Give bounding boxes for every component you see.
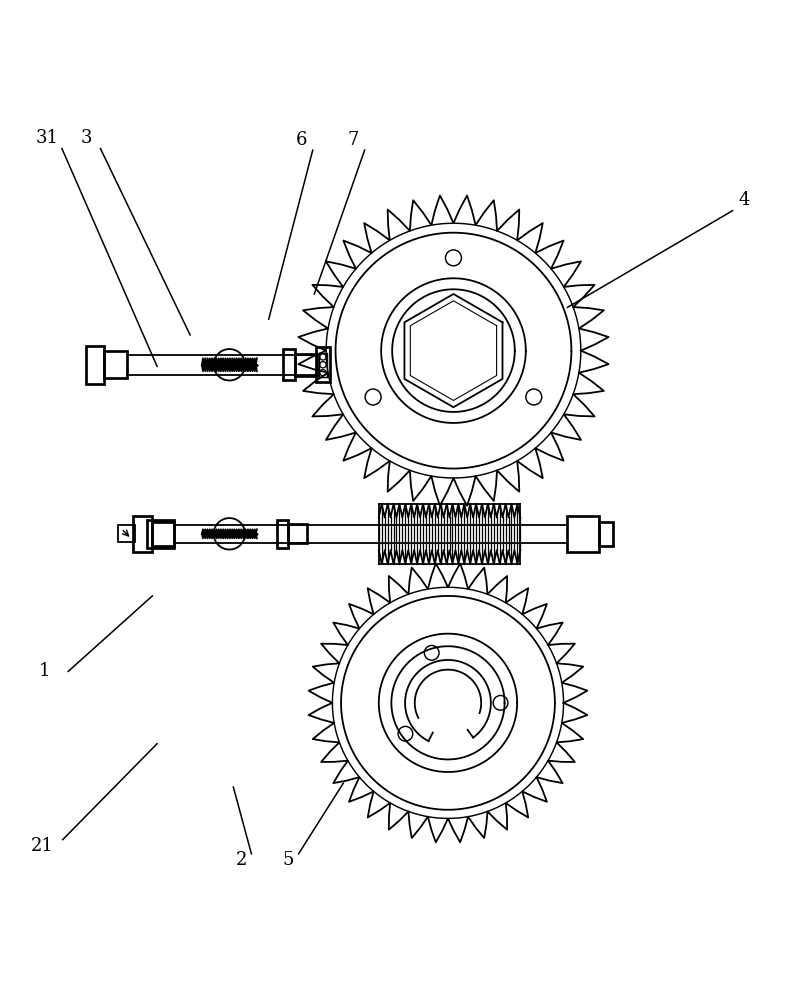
Bar bbox=[277, 520, 287, 548]
Bar bbox=[287, 524, 307, 543]
Bar bbox=[147, 520, 174, 548]
Text: 1: 1 bbox=[39, 662, 50, 680]
Bar bbox=[282, 349, 294, 380]
Text: 4: 4 bbox=[739, 191, 750, 209]
Text: 31: 31 bbox=[36, 129, 58, 147]
Bar bbox=[294, 354, 316, 376]
Bar bbox=[86, 346, 103, 384]
Bar bbox=[152, 522, 174, 546]
Bar bbox=[316, 347, 330, 382]
Text: 3: 3 bbox=[80, 129, 92, 147]
Text: 21: 21 bbox=[31, 837, 54, 855]
Bar bbox=[118, 525, 135, 542]
Text: 6: 6 bbox=[296, 131, 308, 149]
Bar bbox=[567, 516, 599, 552]
Text: 7: 7 bbox=[348, 131, 359, 149]
Bar bbox=[103, 351, 127, 378]
Bar bbox=[133, 516, 152, 552]
Text: 2: 2 bbox=[235, 851, 247, 869]
Bar bbox=[319, 353, 327, 377]
Bar bbox=[599, 522, 613, 546]
Text: 5: 5 bbox=[282, 851, 294, 869]
